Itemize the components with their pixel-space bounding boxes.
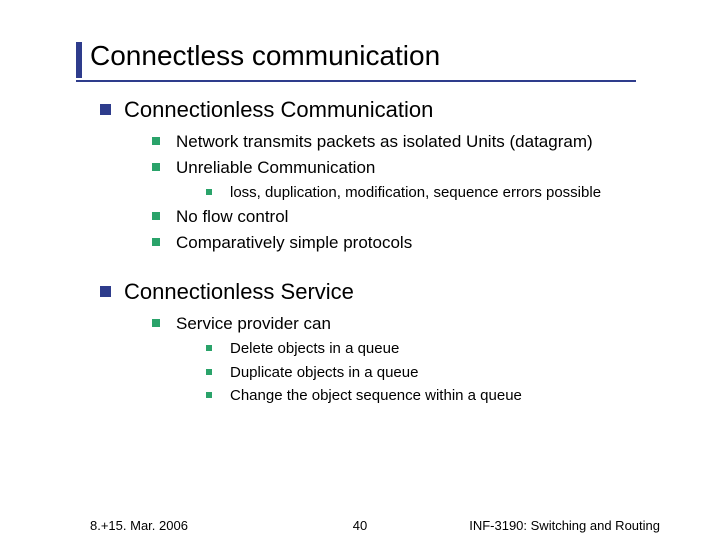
list-item: Change the object sequence within a queu… bbox=[206, 386, 660, 406]
list-item-text: Comparatively simple protocols bbox=[176, 233, 412, 252]
title-block: Connectless communication bbox=[90, 40, 440, 72]
slide-body: Connectionless Communication Network tra… bbox=[100, 96, 660, 410]
list-item: Unreliable Communication loss, duplicati… bbox=[152, 157, 660, 203]
square-bullet-icon bbox=[206, 345, 212, 351]
square-bullet-icon bbox=[152, 238, 160, 246]
list-item-text: Unreliable Communication bbox=[176, 158, 375, 177]
title-accent-bar bbox=[76, 42, 82, 78]
square-bullet-icon bbox=[206, 392, 212, 398]
square-bullet-icon bbox=[152, 137, 160, 145]
section-heading-text: Connectionless Service bbox=[124, 279, 354, 304]
list-item-text: Service provider can bbox=[176, 314, 331, 333]
list-item-text: Network transmits packets as isolated Un… bbox=[176, 132, 593, 151]
list-item: Service provider can Delete objects in a… bbox=[152, 313, 660, 406]
section-heading: Connectionless Service Service provider … bbox=[100, 278, 660, 405]
list-item-text: Duplicate objects in a queue bbox=[230, 364, 418, 381]
list-item: loss, duplication, modification, sequenc… bbox=[206, 183, 660, 203]
footer-course: INF-3190: Switching and Routing bbox=[469, 518, 660, 533]
section-heading-text: Connectionless Communication bbox=[124, 97, 433, 122]
square-bullet-icon bbox=[100, 286, 111, 297]
list-item-text: loss, duplication, modification, sequenc… bbox=[230, 184, 601, 201]
square-bullet-icon bbox=[100, 104, 111, 115]
spacer bbox=[100, 258, 660, 278]
title-underline bbox=[76, 80, 636, 82]
list-item: Delete objects in a queue bbox=[206, 339, 660, 359]
square-bullet-icon bbox=[206, 369, 212, 375]
list-item-text: No flow control bbox=[176, 207, 288, 226]
slide-title: Connectless communication bbox=[90, 40, 440, 72]
square-bullet-icon bbox=[152, 319, 160, 327]
list-item: Comparatively simple protocols bbox=[152, 232, 660, 254]
slide: Connectless communication Connectionless… bbox=[0, 0, 720, 540]
list-item: No flow control bbox=[152, 206, 660, 228]
square-bullet-icon bbox=[152, 212, 160, 220]
square-bullet-icon bbox=[206, 189, 212, 195]
list-item-text: Delete objects in a queue bbox=[230, 340, 399, 357]
section-heading: Connectionless Communication Network tra… bbox=[100, 96, 660, 254]
list-item: Duplicate objects in a queue bbox=[206, 363, 660, 383]
list-item: Network transmits packets as isolated Un… bbox=[152, 131, 660, 153]
list-item-text: Change the object sequence within a queu… bbox=[230, 387, 522, 404]
square-bullet-icon bbox=[152, 163, 160, 171]
